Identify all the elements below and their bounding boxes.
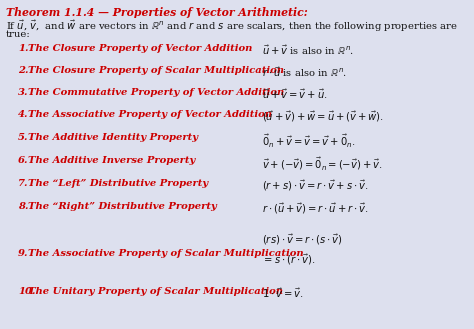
Text: $(rs) \cdot \vec{v} = r \cdot (s \cdot \vec{v})$: $(rs) \cdot \vec{v} = r \cdot (s \cdot \… <box>262 233 343 247</box>
Text: $\vec{0}_n+\vec{v} = \vec{v} = \vec{v}+\vec{0}_n.$: $\vec{0}_n+\vec{v} = \vec{v} = \vec{v}+\… <box>262 133 356 150</box>
Text: 4.: 4. <box>18 110 28 119</box>
Text: true:: true: <box>6 30 31 39</box>
Text: The Closure Property of Vector Addition: The Closure Property of Vector Addition <box>28 44 252 53</box>
Text: 2.: 2. <box>18 66 28 75</box>
Text: The Commutative Property of Vector Addition: The Commutative Property of Vector Addit… <box>28 88 284 97</box>
Text: The Associative Property of Scalar Multiplication: The Associative Property of Scalar Multi… <box>28 249 304 258</box>
Text: If $\vec{u}$, $\vec{v}$,  and $\vec{w}$ are vectors in $\mathbb{R}^n$ and $r$ an: If $\vec{u}$, $\vec{v}$, and $\vec{w}$ a… <box>6 19 458 35</box>
Text: Theorem 1.1.4 — Properties of Vector Arithmetic:: Theorem 1.1.4 — Properties of Vector Ari… <box>6 7 308 18</box>
Text: The Closure Property of Scalar Multiplication: The Closure Property of Scalar Multiplic… <box>28 66 284 75</box>
Text: 1.: 1. <box>18 44 28 53</box>
Text: $\vec{u}+\vec{v}$ is also in $\mathbb{R}^n$.: $\vec{u}+\vec{v}$ is also in $\mathbb{R}… <box>262 44 354 58</box>
Text: 7.: 7. <box>18 179 28 188</box>
Text: $\vec{u}+\vec{v} = \vec{v}+\vec{u}.$: $\vec{u}+\vec{v} = \vec{v}+\vec{u}.$ <box>262 88 328 101</box>
Text: 9.: 9. <box>18 249 28 258</box>
Text: 6.: 6. <box>18 156 28 165</box>
Text: $(\vec{u}+\vec{v})+\vec{w} = \vec{u}+(\vec{v}+\vec{w}).$: $(\vec{u}+\vec{v})+\vec{w} = \vec{u}+(\v… <box>262 110 384 124</box>
Text: $r \cdot \vec{u}$ is also in $\mathbb{R}^n$.: $r \cdot \vec{u}$ is also in $\mathbb{R}… <box>262 66 347 79</box>
Text: $(r+s) \cdot \vec{v} = r \cdot \vec{v}+s \cdot \vec{v}.$: $(r+s) \cdot \vec{v} = r \cdot \vec{v}+s… <box>262 179 368 193</box>
Text: 3.: 3. <box>18 88 28 97</box>
Text: $r \cdot (\vec{u}+\vec{v}) = r \cdot \vec{u}+r \cdot \vec{v}.$: $r \cdot (\vec{u}+\vec{v}) = r \cdot \ve… <box>262 202 369 216</box>
Text: 5.: 5. <box>18 133 28 142</box>
Text: The Additive Identity Property: The Additive Identity Property <box>28 133 198 142</box>
Text: $\vec{v}+(-\vec{v}) = \vec{0}_n = (-\vec{v})+\vec{v}.$: $\vec{v}+(-\vec{v}) = \vec{0}_n = (-\vec… <box>262 156 383 173</box>
Text: The Associative Property of Vector Addition: The Associative Property of Vector Addit… <box>28 110 272 119</box>
Text: The Unitary Property of Scalar Multiplication: The Unitary Property of Scalar Multiplic… <box>28 287 283 296</box>
Text: The “Right” Distributive Property: The “Right” Distributive Property <box>28 202 217 211</box>
Text: $1 \cdot \vec{v} = \vec{v}.$: $1 \cdot \vec{v} = \vec{v}.$ <box>262 287 304 300</box>
Text: $= s \cdot (r \cdot \vec{v}).$: $= s \cdot (r \cdot \vec{v}).$ <box>262 253 316 267</box>
Text: 10.: 10. <box>18 287 36 296</box>
Text: The Additive Inverse Property: The Additive Inverse Property <box>28 156 195 165</box>
Text: The “Left” Distributive Property: The “Left” Distributive Property <box>28 179 208 188</box>
Text: 8.: 8. <box>18 202 28 211</box>
